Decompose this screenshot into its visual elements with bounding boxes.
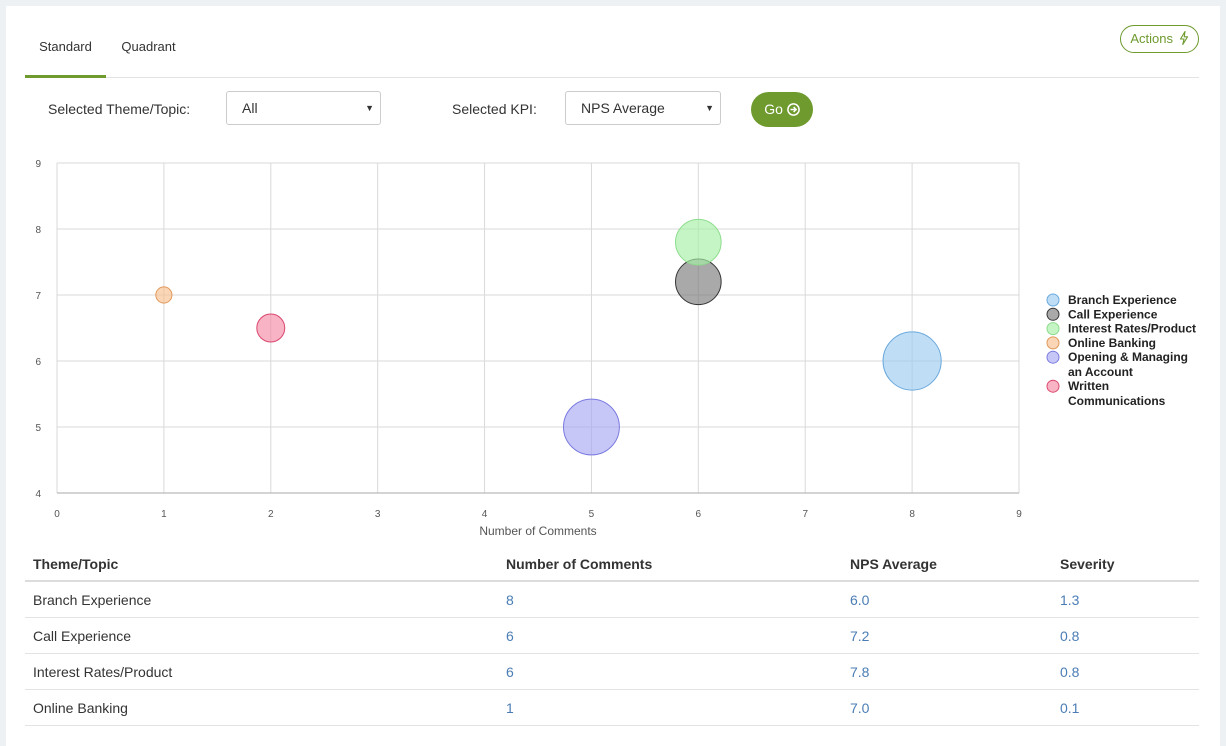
- legend-label: Interest Rates/Product: [1068, 322, 1196, 336]
- y-tick-label: 5: [35, 423, 41, 434]
- legend-label: Branch Experience: [1068, 293, 1177, 307]
- cell-theme: Call Experience: [33, 628, 132, 644]
- y-tick-label: 8: [35, 225, 41, 236]
- theme-table: Theme/Topic Number of Comments NPS Avera…: [25, 546, 1199, 726]
- table-row: Call Experience 6 7.2 0.8: [25, 618, 1199, 654]
- cell-severity-link[interactable]: 1.3: [1060, 592, 1080, 608]
- y-tick-label: 9: [35, 159, 41, 170]
- caret-down-icon: ▼: [705, 103, 714, 113]
- filter-bar: Selected Theme/Topic: All ▼ Selected KPI…: [6, 91, 1220, 131]
- legend-swatch: [1046, 293, 1060, 307]
- tab-quadrant[interactable]: Quadrant: [121, 39, 176, 54]
- x-tick-label: 3: [375, 509, 381, 520]
- cell-severity-link[interactable]: 0.8: [1060, 664, 1080, 680]
- bubble-point: [155, 286, 173, 304]
- header-theme: Theme/Topic: [33, 556, 119, 572]
- cell-nps-link[interactable]: 7.8: [850, 664, 870, 680]
- cell-comments-link[interactable]: 8: [506, 592, 514, 608]
- x-tick-label: 5: [589, 509, 595, 520]
- x-tick-label: 4: [482, 509, 488, 520]
- legend-label: Online Banking: [1068, 336, 1156, 350]
- table-header: Theme/Topic Number of Comments NPS Avera…: [25, 546, 1199, 582]
- cell-comments-link[interactable]: 6: [506, 628, 514, 644]
- x-tick-label: 8: [909, 509, 915, 520]
- bubble-point: [563, 398, 620, 456]
- view-tabs: Standard Quadrant: [25, 34, 1199, 78]
- table-row: Branch Experience 8 6.0 1.3: [25, 582, 1199, 618]
- go-button[interactable]: Go: [751, 92, 813, 127]
- actions-button[interactable]: Actions: [1120, 25, 1199, 53]
- cell-nps-link[interactable]: 7.0: [850, 700, 870, 716]
- cell-theme: Online Banking: [33, 700, 128, 716]
- cell-comments-link[interactable]: 1: [506, 700, 514, 716]
- tab-standard[interactable]: Standard: [25, 34, 106, 78]
- x-tick-label: 7: [802, 509, 808, 520]
- kpi-filter-label: Selected KPI:: [452, 101, 537, 117]
- go-label: Go: [764, 101, 783, 117]
- legend-swatch: [1046, 336, 1060, 350]
- x-axis-label: Number of Comments: [479, 524, 596, 538]
- y-tick-label: 4: [35, 489, 41, 500]
- legend-swatch: [1046, 307, 1060, 321]
- theme-filter-label: Selected Theme/Topic:: [48, 101, 191, 117]
- x-tick-label: 1: [161, 509, 167, 520]
- legend-label: Communications: [1068, 394, 1166, 408]
- legend-label: Call Experience: [1068, 307, 1158, 321]
- cell-theme: Branch Experience: [33, 592, 152, 608]
- cell-comments-link[interactable]: 6: [506, 664, 514, 680]
- caret-down-icon: ▼: [365, 103, 374, 113]
- cell-severity-link[interactable]: 0.1: [1060, 700, 1080, 716]
- legend-label: Opening & Managing: [1068, 350, 1188, 364]
- x-tick-label: 0: [54, 509, 60, 520]
- cell-severity-link[interactable]: 0.8: [1060, 628, 1080, 644]
- kpi-select[interactable]: NPS Average ▼: [565, 91, 721, 125]
- x-tick-label: 9: [1016, 509, 1022, 520]
- legend-label: an Account: [1068, 365, 1133, 379]
- header-nps: NPS Average: [850, 556, 937, 572]
- bubble-chart: 0 1 2 3 4 5 6 7 8 9 4 5 6 7 8 9 Number of Comments Branch…: [35, 159, 1196, 538]
- cell-nps-link[interactable]: 7.2: [850, 628, 870, 644]
- theme-select-value: All: [242, 100, 258, 116]
- kpi-panel: Standard Quadrant Actions Selected Theme…: [6, 6, 1220, 746]
- bubble-point: [675, 258, 722, 306]
- theme-select[interactable]: All ▼: [226, 91, 381, 125]
- y-tick-label: 7: [35, 291, 41, 302]
- arrow-circle-right-icon: [786, 103, 800, 116]
- x-tick-label: 6: [696, 509, 702, 520]
- x-tick-label: 2: [268, 509, 274, 520]
- table-row: Interest Rates/Product 6 7.8 0.8: [25, 654, 1199, 690]
- table-row: Online Banking 1 7.0 0.1: [25, 690, 1199, 726]
- cell-theme: Interest Rates/Product: [33, 664, 173, 680]
- legend-swatch: [1046, 350, 1060, 364]
- header-severity: Severity: [1060, 556, 1115, 572]
- lightning-icon: [1179, 30, 1188, 46]
- kpi-select-value: NPS Average: [581, 100, 665, 116]
- bubble-point: [882, 331, 942, 391]
- cell-nps-link[interactable]: 6.0: [850, 592, 870, 608]
- bubble-point: [256, 313, 286, 343]
- legend-label: Written: [1068, 379, 1109, 393]
- legend-swatch: [1046, 379, 1060, 393]
- y-tick-label: 6: [35, 357, 41, 368]
- bubble-point: [675, 218, 722, 266]
- header-comments: Number of Comments: [506, 556, 653, 572]
- actions-label: Actions: [1130, 31, 1173, 46]
- legend-swatch: [1046, 322, 1060, 336]
